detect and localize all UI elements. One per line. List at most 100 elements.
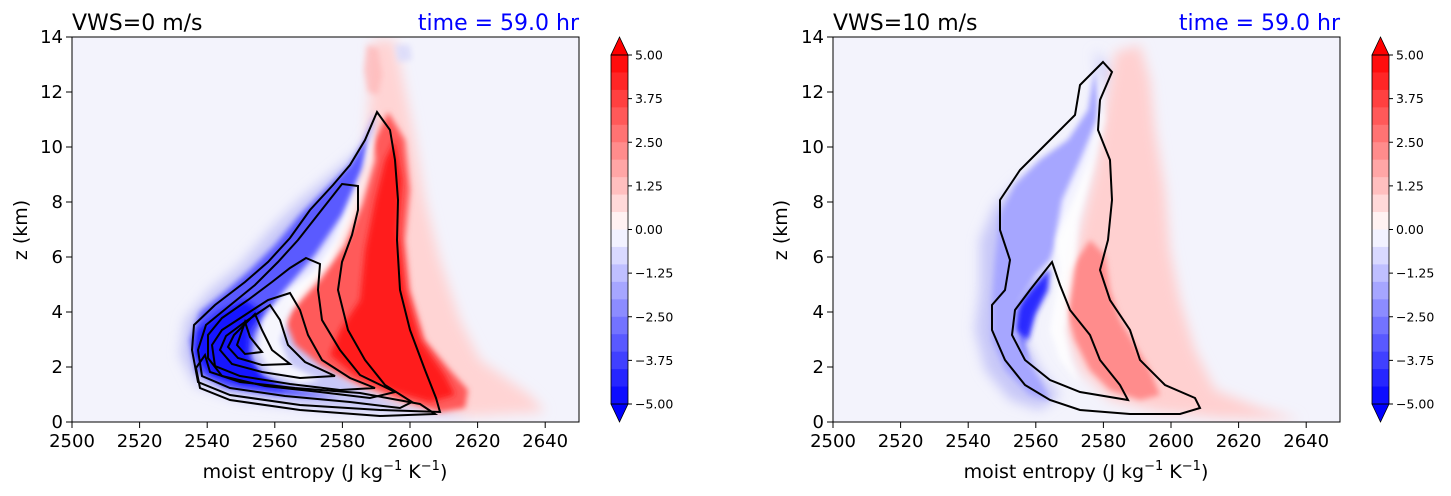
colorbar-cell — [1372, 246, 1389, 265]
x-axis-label-end: ) — [1201, 461, 1208, 483]
contour-line-1 — [991, 60, 1202, 415]
x-axis-label-mid: K — [1163, 461, 1182, 483]
x-tick-label: 2640 — [1283, 431, 1329, 452]
axes-frame-left — [71, 36, 580, 423]
y-tick-label: 8 — [813, 192, 824, 213]
transition-streak-left — [258, 120, 375, 384]
contour-line-2 — [1010, 259, 1130, 402]
colorbar-cell — [1372, 369, 1389, 388]
x-tick-label: 2500 — [810, 431, 856, 452]
contour-line-2 — [196, 182, 415, 410]
colorbar-tick-label: −3.75 — [1396, 353, 1434, 368]
colorbar-cell — [1372, 89, 1389, 108]
x-tick-label: 2560 — [252, 431, 298, 452]
x-tick-label: 2520 — [878, 431, 924, 452]
x-axis-label-sup: −1 — [383, 459, 402, 474]
colorbar-tick-label: 3.75 — [635, 91, 663, 106]
y-tick-label: 12 — [40, 82, 63, 103]
x-tick-label: 2620 — [455, 431, 501, 452]
colorbar-tick-label: 5.00 — [1396, 48, 1424, 63]
y-tick-label: 10 — [801, 137, 824, 158]
x-tick-label: 2560 — [1013, 431, 1059, 452]
colorbar-cell — [611, 142, 628, 161]
contour-line-4 — [210, 291, 376, 392]
x-axis-label-right: moist entropy (J kg−1 K−1) — [964, 459, 1209, 483]
panel-time-left: time = 59.0 hr — [418, 11, 580, 36]
colorbar-cell — [1372, 194, 1389, 213]
colorbar-cell — [1372, 281, 1389, 300]
colorbar-extend-max — [610, 36, 629, 56]
colorbar-tick-label: −1.25 — [1396, 266, 1434, 281]
colorbar-extend-max — [1371, 36, 1390, 56]
colorbar-extend-min — [1371, 403, 1390, 423]
y-tick-label: 0 — [52, 412, 63, 433]
colorbar-cell — [611, 351, 628, 370]
colorbar-tick-label: 1.25 — [1396, 178, 1424, 193]
x-axis-label-left: moist entropy (J kg−1 K−1) — [203, 459, 448, 483]
colorbar-cell — [1372, 299, 1389, 318]
pos-region-peak-left — [330, 140, 455, 402]
colorbar-cell — [1372, 159, 1389, 178]
panel-title-right: VWS=10 m/s — [833, 11, 978, 36]
colorbar-cell — [611, 72, 628, 91]
x-axis-label-main: moist entropy (J kg — [203, 461, 383, 483]
x-tick-label: 2580 — [319, 431, 365, 452]
colorbar-cell — [1372, 72, 1389, 91]
y-tick-label: 14 — [801, 27, 824, 48]
x-axis-label-sup: −1 — [421, 459, 440, 474]
colorbar-cell — [1372, 386, 1389, 405]
x-tick-label: 2540 — [184, 431, 230, 452]
colorbar-cell — [1372, 351, 1389, 370]
colorbar-cell — [1372, 142, 1389, 161]
contour-line-1 — [190, 109, 442, 414]
colorbar-cell — [1372, 334, 1389, 353]
y-tick-label: 14 — [40, 27, 63, 48]
y-axis-label-right: z (km) — [770, 200, 792, 260]
x-tick-label: 2540 — [945, 431, 991, 452]
colorbar-tick-label: 2.50 — [1396, 135, 1424, 150]
ticks-left: 2500 2520 2540 2560 2580 2600 2620 2640 0 2 4 6 8 10 1… — [40, 27, 568, 452]
colorbar-right: 5.00 3.75 2.50 1.25 0.00 −1.25 −2.50 −3.75 −5.00 — [1371, 36, 1434, 423]
colorbar-extend-min — [610, 403, 629, 423]
y-tick-label: 8 — [52, 192, 63, 213]
x-axis-label-end: ) — [440, 461, 447, 483]
x-axis-label-sup: −1 — [1144, 459, 1163, 474]
panel-title-left: VWS=0 m/s — [72, 11, 203, 36]
colorbar-tick-label: 5.00 — [635, 48, 663, 63]
colorbar-left: 5.00 3.75 2.50 1.25 0.00 −1.25 −2.50 −3.75 −5.00 — [610, 36, 673, 423]
colorbar-tick-label: −5.00 — [1396, 397, 1434, 412]
contour-line-3 — [207, 256, 398, 400]
x-tick-label: 2640 — [522, 431, 568, 452]
contour-lines-left — [190, 109, 442, 418]
contour-line-7 — [235, 318, 264, 356]
colorbar-tick-label: 1.25 — [635, 178, 663, 193]
colorbar-cell — [611, 246, 628, 265]
ticks-right: 2500 2520 2540 2560 2580 2600 2620 2640 0 2 4 6 8 10 1… — [801, 27, 1329, 452]
colorbar-cell — [611, 212, 628, 230]
colorbar-cell — [611, 369, 628, 388]
x-tick-label: 2520 — [117, 431, 163, 452]
colorbar-cell — [611, 316, 628, 335]
colorbar-cell — [611, 107, 628, 126]
panel-time-right: time = 59.0 hr — [1179, 11, 1341, 36]
colorbar-tick-label: −2.50 — [635, 309, 673, 324]
colorbar-tick-label: −1.25 — [635, 266, 673, 281]
y-tick-label: 4 — [813, 302, 824, 323]
colorbar-cell — [1372, 212, 1389, 230]
y-tick-label: 2 — [813, 357, 824, 378]
panel-right: 2500 2520 2540 2560 2580 2600 2620 2640 0 2 4 6 8 10 1… — [770, 11, 1341, 483]
colorbar-tick-label: −5.00 — [635, 397, 673, 412]
colorbar-tick-label: 0.00 — [635, 222, 663, 237]
transition-streak-right — [1050, 65, 1105, 385]
colorbar-cell — [1372, 264, 1389, 283]
colorbar-cell — [611, 299, 628, 318]
colorbar-cell — [611, 194, 628, 213]
axes-frame-right — [832, 36, 1341, 423]
colorbar-tick-label: −2.50 — [1396, 309, 1434, 324]
colorbar-cell — [1372, 107, 1389, 126]
colorbar-cell — [611, 281, 628, 300]
colorbar-cell — [611, 124, 628, 143]
y-tick-label: 0 — [813, 412, 824, 433]
colorbar-tick-label: 3.75 — [1396, 91, 1424, 106]
contour-lines-right — [991, 60, 1202, 415]
